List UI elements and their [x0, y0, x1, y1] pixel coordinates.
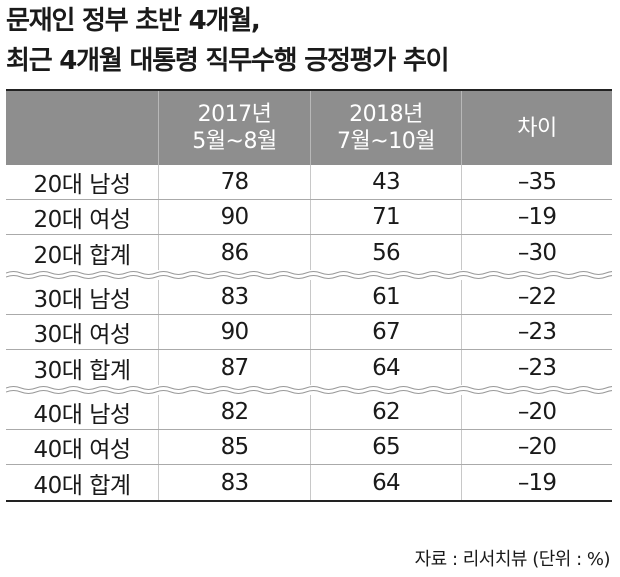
table-row: 30대 남성 83 61 –22 [6, 280, 612, 315]
value-diff: –20 [517, 434, 557, 460]
value-2018: 62 [311, 395, 462, 429]
table-row: 40대 여성 85 65 –20 [6, 430, 612, 465]
value-2018: 43 [311, 165, 462, 199]
group-separator [6, 385, 612, 395]
value-diff: –35 [517, 169, 557, 195]
table-bottom-rule [6, 500, 612, 502]
table-top-rule [6, 89, 612, 91]
approval-table: 2017년 5월~8월 2018년 7월~10월 차이 20대 남성 78 43… [6, 89, 612, 502]
value-2017: 78 [159, 165, 311, 199]
row-label: 20대 남성 [6, 165, 159, 199]
value-2018: 64 [311, 350, 462, 385]
header-cell-2017: 2017년 5월~8월 [159, 91, 311, 165]
value-diff: –19 [517, 469, 557, 496]
value-2018: 65 [311, 430, 462, 464]
table-row: 20대 합계 86 56 –30 [6, 235, 612, 270]
row-label: 30대 여성 [6, 315, 159, 349]
value-diff: –30 [517, 239, 557, 266]
header-2018-months: 7월~10월 [337, 129, 435, 154]
header-2018-year: 2018년 [349, 102, 423, 127]
title-line-1: 문재인 정부 초반 4개월, [6, 6, 261, 36]
table-row: 20대 여성 90 71 –19 [6, 200, 612, 235]
wavy-separator-icon [6, 271, 612, 279]
table-row: 40대 남성 82 62 –20 [6, 395, 612, 430]
row-label: 40대 합계 [6, 465, 159, 500]
value-diff: –23 [517, 319, 557, 345]
header-cell-diff: 차이 [462, 91, 612, 165]
value-2018: 61 [311, 280, 462, 314]
value-2017: 83 [159, 280, 311, 314]
row-label: 40대 남성 [6, 395, 159, 429]
header-cell-group [6, 91, 159, 165]
header-cell-2018: 2018년 7월~10월 [311, 91, 462, 165]
table-row: 40대 합계 83 64 –19 [6, 465, 612, 500]
title-line-2: 최근 4개월 대통령 직무수행 긍정평가 추이 [6, 46, 450, 76]
value-2017: 82 [159, 395, 311, 429]
value-diff: –20 [517, 399, 557, 425]
value-2018: 67 [311, 315, 462, 349]
value-2017: 90 [159, 200, 311, 234]
table-row: 20대 남성 78 43 –35 [6, 165, 612, 200]
row-label: 30대 남성 [6, 280, 159, 314]
header-2017-months: 5월~8월 [192, 129, 277, 154]
group-separator [6, 270, 612, 280]
row-label: 40대 여성 [6, 430, 159, 464]
row-label: 20대 합계 [6, 235, 159, 270]
row-label: 30대 합계 [6, 350, 159, 385]
value-2018: 56 [311, 235, 462, 270]
header-diff-label: 차이 [517, 115, 557, 141]
header-2017-year: 2017년 [197, 102, 272, 127]
value-diff: –23 [517, 354, 557, 381]
value-2017: 86 [159, 235, 311, 270]
source-note: 자료 : 리서치뷰 (단위 : %) [414, 549, 611, 570]
wavy-separator-icon [6, 386, 612, 394]
table-row: 30대 합계 87 64 –23 [6, 350, 612, 385]
table-header: 2017년 5월~8월 2018년 7월~10월 차이 [6, 91, 612, 165]
value-2017: 87 [159, 350, 311, 385]
value-2018: 71 [311, 200, 462, 234]
value-2017: 90 [159, 315, 311, 349]
value-2017: 85 [159, 430, 311, 464]
value-2018: 64 [311, 465, 462, 500]
table-row: 30대 여성 90 67 –23 [6, 315, 612, 350]
value-diff: –19 [517, 204, 557, 230]
row-label: 20대 여성 [6, 200, 159, 234]
value-2017: 83 [159, 465, 311, 500]
value-diff: –22 [517, 284, 557, 310]
